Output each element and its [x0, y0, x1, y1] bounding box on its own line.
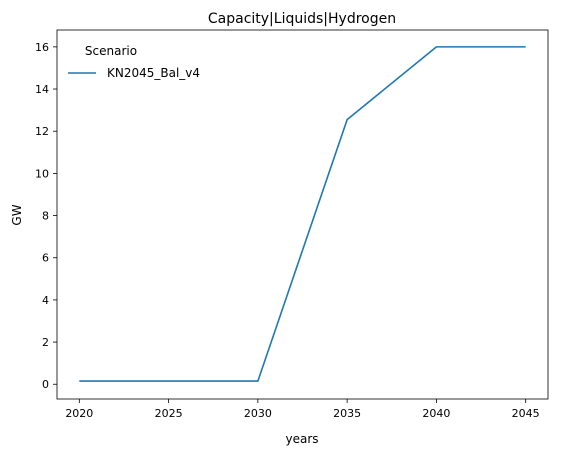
y-tick-label: 4 — [42, 294, 49, 307]
y-tick-label: 8 — [42, 210, 49, 223]
plot-frame — [56, 29, 549, 400]
x-axis-label: years — [285, 432, 318, 446]
y-tick-label: 0 — [42, 378, 49, 391]
chart-title: Capacity|Liquids|Hydrogen — [208, 11, 396, 27]
y-tick-label: 14 — [35, 83, 49, 96]
series-layer — [79, 46, 526, 382]
legend: Scenario KN2045_Bal_v4 — [68, 44, 200, 80]
y-tick-label: 10 — [35, 167, 49, 180]
y-axis: 0 2 4 6 8 10 12 14 16 — [35, 41, 57, 391]
y-axis-label: GW — [10, 204, 24, 225]
y-tick-label: 6 — [42, 252, 49, 265]
x-tick-label: 2020 — [65, 407, 93, 420]
x-tick-label: 2035 — [333, 407, 361, 420]
legend-title: Scenario — [85, 44, 137, 58]
y-tick-label: 12 — [35, 125, 49, 138]
series-line — [79, 46, 526, 382]
x-axis: 2020 2025 2030 2035 2040 2045 — [65, 399, 540, 420]
x-tick-label: 2040 — [422, 407, 450, 420]
x-tick-label: 2025 — [155, 407, 183, 420]
legend-label: KN2045_Bal_v4 — [107, 66, 200, 80]
y-tick-label: 16 — [35, 41, 49, 54]
plot-area: 2020 2025 2030 2035 2040 2045 0 2 4 6 8 10 12 14 16 — [35, 29, 549, 420]
x-tick-label: 2030 — [244, 407, 272, 420]
y-tick-label: 2 — [42, 336, 49, 349]
x-tick-label: 2045 — [512, 407, 540, 420]
